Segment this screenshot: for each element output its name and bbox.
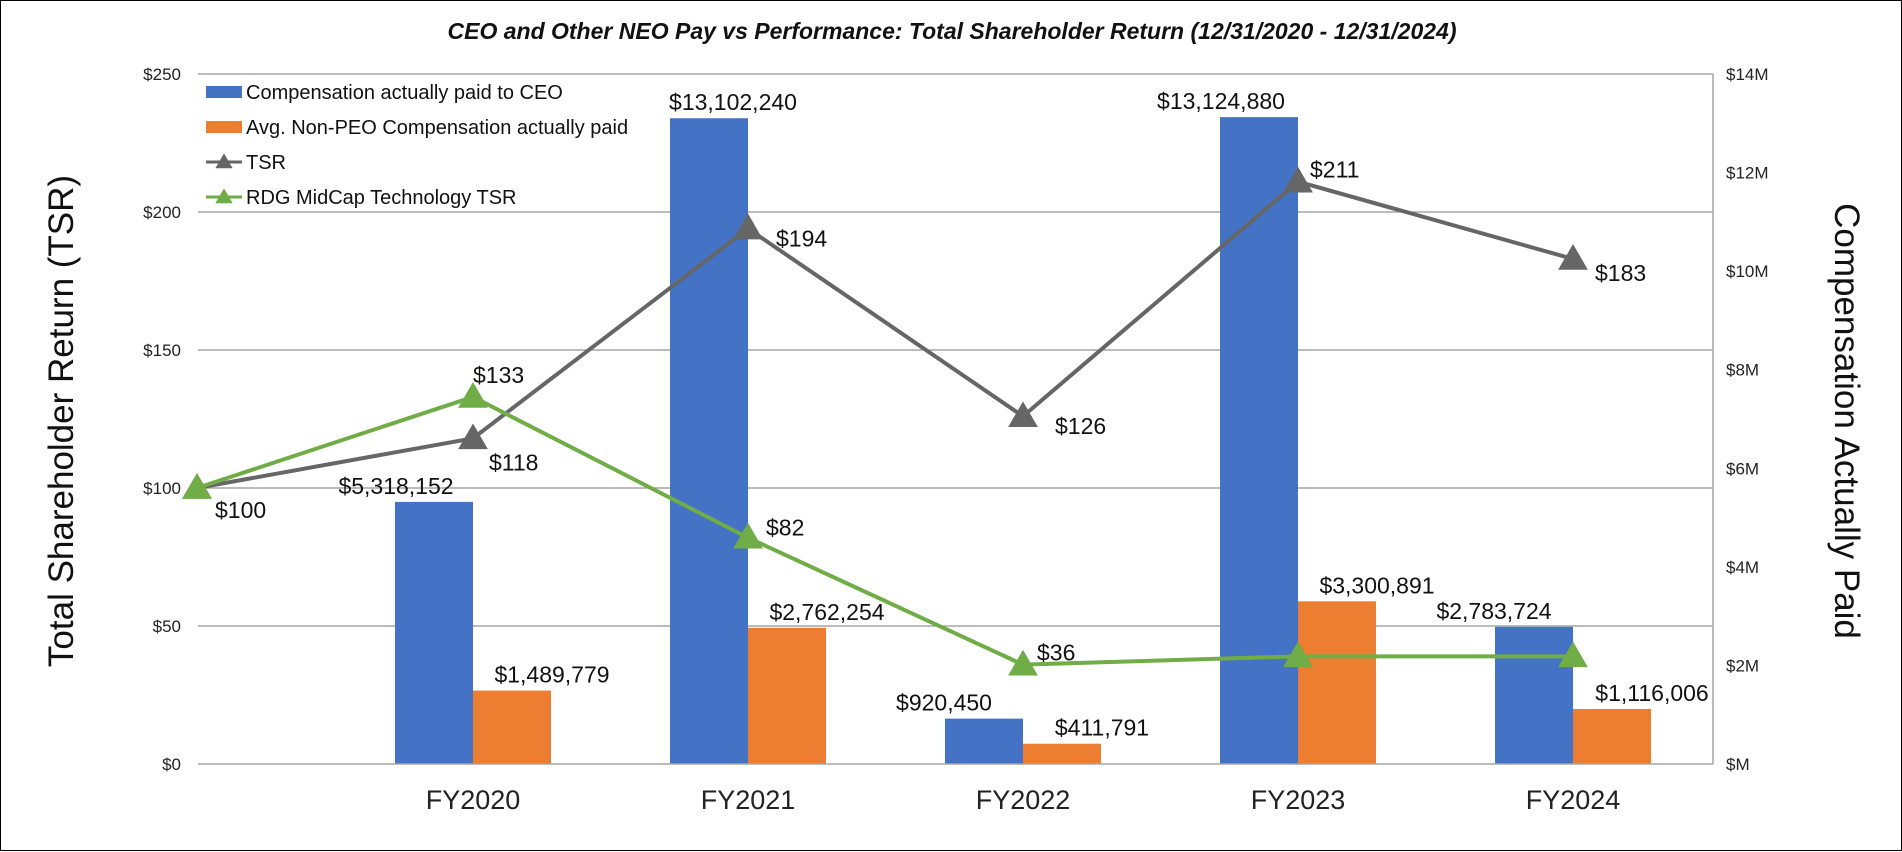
rdg-tsr-marker [1008,649,1038,676]
tsr-marker [458,423,488,450]
y-left-tick-label: $50 [153,617,181,636]
y-left-tick-label: $100 [143,479,181,498]
rdg-data-label: $133 [473,362,524,388]
rdg-data-label: $82 [766,515,804,541]
bar-data-label: $1,116,006 [1595,680,1708,706]
legend-swatch [206,86,242,98]
rdg-tsr-marker [458,382,488,408]
legend-label: Compensation actually paid to CEO [246,82,563,104]
rdg-tsr-line [196,394,1573,667]
tsr-data-label: $118 [489,449,538,475]
bar-data-label: $5,318,152 [338,473,453,499]
y-right-tick-label: $4M [1726,558,1759,577]
bar-data-label: $3,300,891 [1319,572,1434,598]
y-left-axis-title: Total Shareholder Return (TSR) [42,175,81,667]
rdg-tsr-marker [1283,641,1313,668]
x-tick-label: FY2020 [426,785,521,815]
ceo-comp-bar [1495,626,1573,764]
legend-label: Avg. Non-PEO Compensation actually paid [246,117,628,139]
neo-comp-bar [473,690,551,764]
legend-marker [215,153,233,169]
rdg-tsr-marker [1558,641,1588,668]
bar-data-label: $13,124,880 [1157,88,1285,114]
legend-marker [215,188,233,204]
ceo-comp-bar [670,118,748,764]
neo-comp-bar [1573,708,1651,764]
y-right-tick-label: $6M [1726,459,1759,478]
y-right-tick-label: $10M [1726,262,1769,281]
legend-label: TSR [246,152,286,174]
x-tick-label: FY2023 [1251,785,1346,815]
rdg-tsr-marker [182,473,212,499]
y-left-tick-label: $250 [143,65,181,84]
x-tick-label: FY2021 [701,785,796,815]
bar-data-label: $13,102,240 [669,89,797,115]
bar-data-label: $920,450 [896,690,992,716]
chart-title: CEO and Other NEO Pay vs Performance: To… [448,18,1457,44]
y-right-tick-label: $M [1726,755,1750,774]
tsr-marker [1558,244,1588,270]
rdg-data-label: $36 [1037,640,1075,666]
legend-label: RDG MidCap Technology TSR [246,187,517,209]
y-right-tick-label: $8M [1726,361,1759,380]
neo-comp-bar [1298,601,1376,764]
bar-data-label: $1,489,779 [494,662,609,688]
neo-comp-bar [748,627,826,764]
gridlines [198,73,1713,627]
bar-data-label: $411,791 [1055,715,1149,741]
axes: $0 $50 $100 $150 $200 $250 $M $2M $4M $6M $8M $10M $… [143,65,1768,815]
rdg-tsr-marker [733,522,763,549]
tsr-data-label: $100 [215,497,266,523]
x-tick-label: FY2022 [976,785,1071,815]
y-right-tick-label: $12M [1726,164,1769,183]
y-left-tick-label: $200 [143,203,181,222]
lines [182,166,1588,676]
neo-comp-bar [1023,743,1101,764]
data-labels: $5,318,152 $13,102,240 $920,450 $13,124,880… [215,88,1709,741]
tsr-line [196,179,1574,490]
tsr-marker [1283,166,1313,193]
tsr-data-label: $194 [776,226,827,252]
legend: Compensation actually paid to CEO Avg. No… [206,82,628,209]
tsr-data-label: $126 [1055,413,1106,439]
ceo-comp-bar [945,718,1023,764]
bars [395,117,1651,764]
bar-data-label: $2,762,254 [769,599,884,625]
y-left-tick-label: $0 [162,755,181,774]
y-right-tick-label: $14M [1726,65,1769,84]
tsr-data-label: $183 [1595,260,1646,286]
legend-swatch [206,121,242,133]
bar-data-label: $2,783,724 [1436,598,1551,624]
y-right-tick-label: $2M [1726,656,1759,675]
tsr-data-label: $211 [1310,157,1359,183]
ceo-comp-bar [395,501,473,764]
tsr-marker [733,213,763,240]
x-tick-label: FY2024 [1526,785,1621,815]
tsr-marker [1008,401,1038,428]
y-right-axis-title: Compensation Actually Paid [1827,203,1866,639]
y-left-tick-label: $150 [143,341,181,360]
